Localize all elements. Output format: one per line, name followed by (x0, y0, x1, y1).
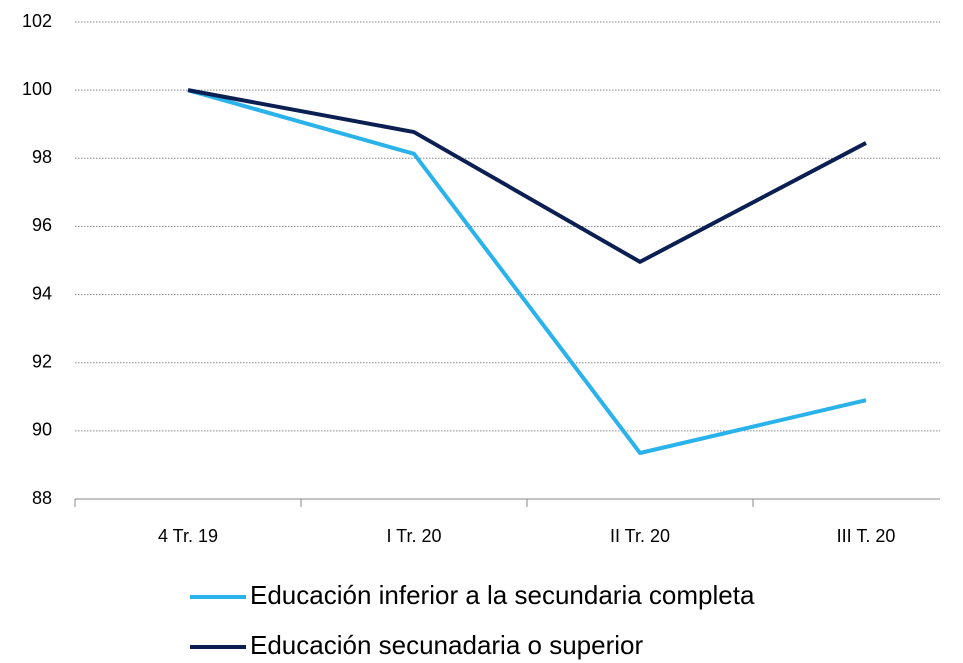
y-tick-label: 98 (32, 147, 52, 167)
legend-label: Educación secunadaria o superior (250, 630, 643, 660)
y-tick-label: 100 (22, 79, 52, 99)
series-line (187, 88, 867, 264)
y-tick-label: 92 (32, 351, 52, 371)
y-tick-label: 102 (22, 11, 52, 31)
y-tick-label: 88 (32, 488, 52, 508)
x-tick-label: I Tr. 20 (386, 526, 441, 546)
y-tick-label: 94 (32, 283, 52, 303)
x-tick-label: 4 Tr. 19 (158, 526, 218, 546)
legend-label: Educación inferior a la secundaria compl… (250, 580, 755, 610)
x-tick-label: III T. 20 (837, 526, 896, 546)
y-tick-label: 90 (32, 420, 52, 440)
series-line (187, 88, 867, 456)
x-tick-label: II Tr. 20 (610, 526, 670, 546)
y-tick-label: 96 (32, 215, 52, 235)
